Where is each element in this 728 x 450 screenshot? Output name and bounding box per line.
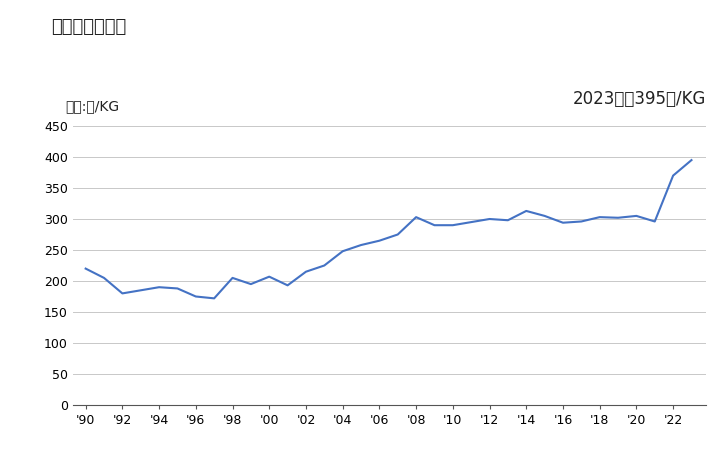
Text: 2023年：395円/KG: 2023年：395円/KG — [573, 90, 706, 108]
Text: 単位:円/KG: 単位:円/KG — [66, 99, 119, 113]
Text: 輸出価格の推移: 輸出価格の推移 — [51, 18, 126, 36]
